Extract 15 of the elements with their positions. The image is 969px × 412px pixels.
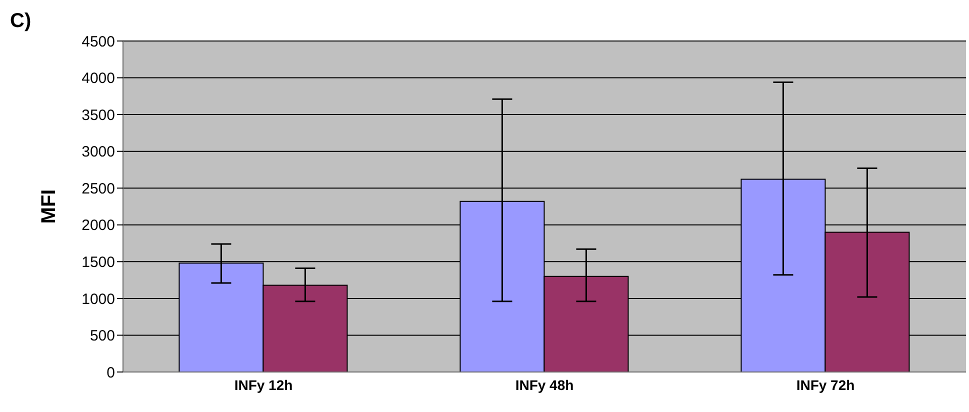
y-tick-label: 1000 [82, 290, 115, 308]
text: C) [10, 10, 32, 33]
y-tick-label: 4500 [82, 33, 115, 50]
y-tick-label: 4000 [82, 70, 115, 88]
x-tick-label: INFy 72h [796, 376, 855, 393]
y-tick-label: 0 [106, 364, 115, 382]
y-tick-label: 3500 [82, 106, 115, 124]
y-tick-label: 2500 [82, 180, 115, 198]
y-tick-label: 1500 [82, 254, 115, 271]
y-tick-label: 3000 [82, 144, 115, 161]
y-axis-title: MFI [38, 189, 60, 224]
y-tick-label: 500 [90, 328, 115, 345]
x-tick-label: INFy 12h [234, 376, 293, 393]
y-tick-label: 2000 [82, 217, 115, 234]
x-tick-label: INFy 48h [515, 376, 574, 393]
